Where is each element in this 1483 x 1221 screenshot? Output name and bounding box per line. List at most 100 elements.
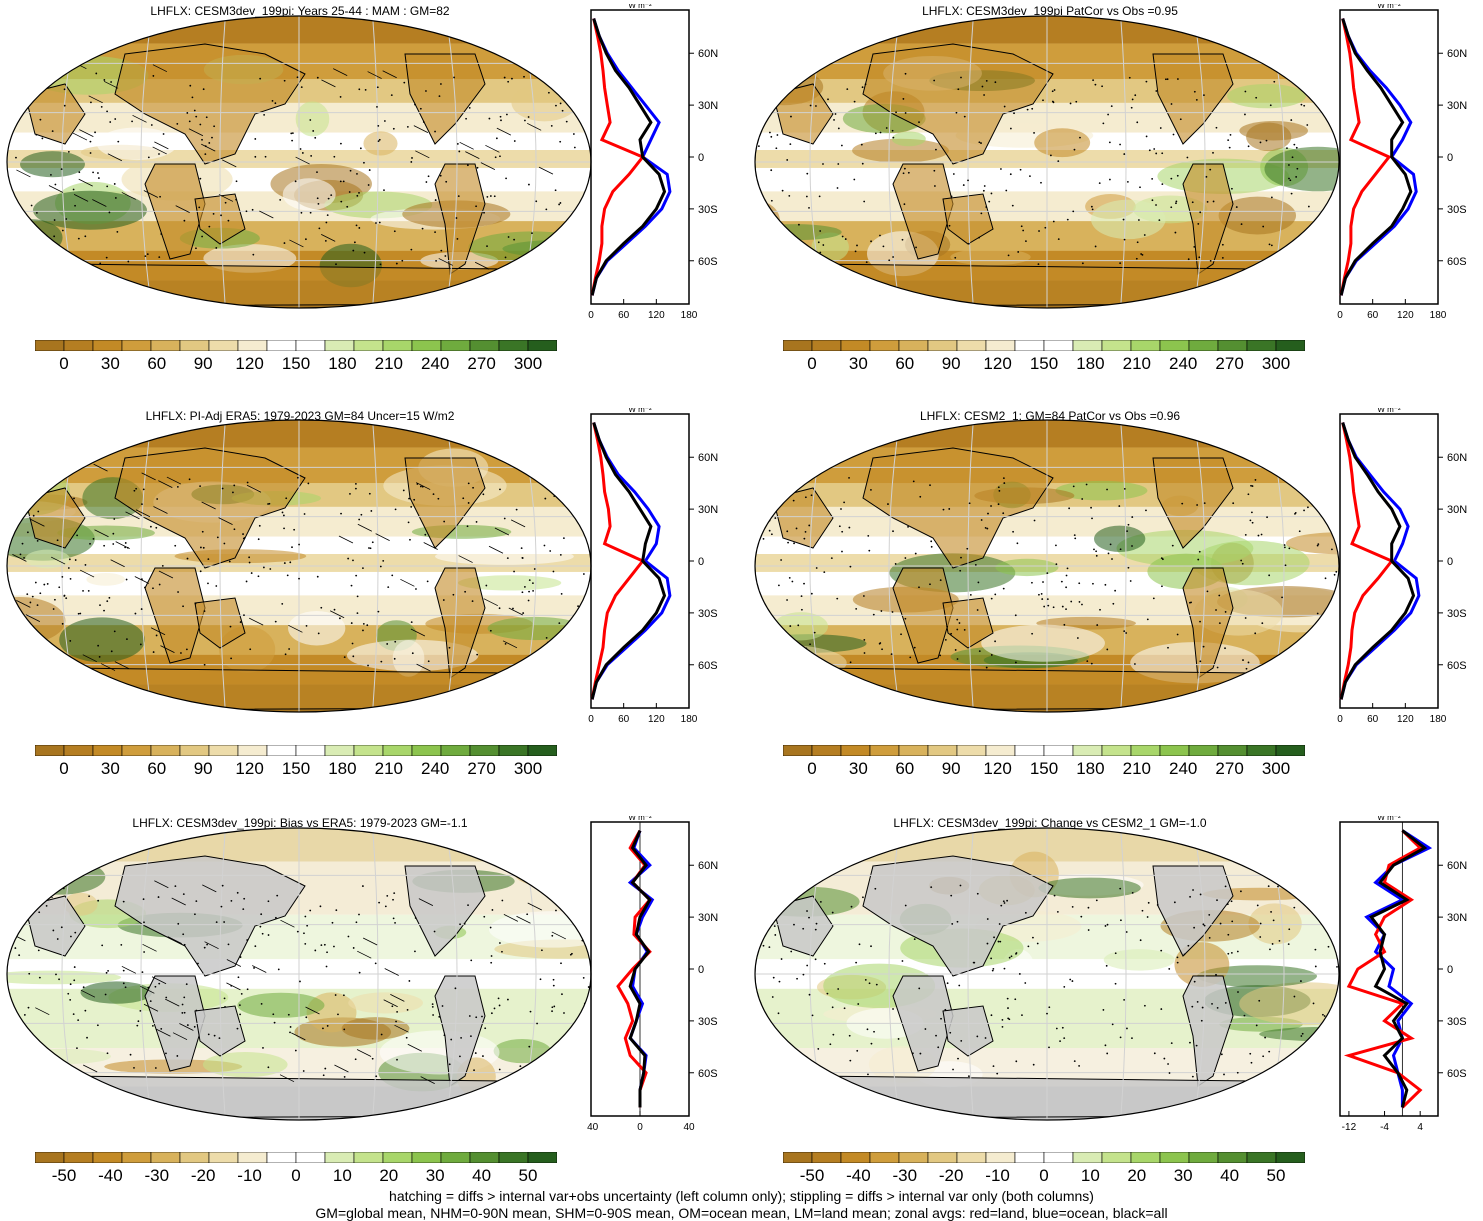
color-bar-tick: 300 <box>513 759 543 778</box>
zonal-x-label: 60 <box>618 714 630 725</box>
color-bar-tick: 300 <box>1261 759 1291 778</box>
color-bar-labels: 0 30 60 90 120 150 180 210 240 270 300 <box>783 759 1305 781</box>
color-bar-tick: 60 <box>147 354 167 373</box>
color-bar-tick: 150 <box>281 759 311 778</box>
color-bar-tick: 180 <box>328 759 357 778</box>
robinson-map <box>6 15 592 309</box>
color-bar-tick: 30 <box>848 759 868 778</box>
robinson-map <box>6 419 592 713</box>
zonal-x-label: -4 <box>1380 1122 1389 1133</box>
zonal-x-label: 0 <box>1337 714 1343 725</box>
zonal-unit: W m⁻² <box>1377 408 1401 414</box>
zonal-x-label: -40 <box>587 1122 599 1133</box>
color-bar-tick: 60 <box>895 354 915 373</box>
color-bar-tick: 180 <box>328 354 357 373</box>
zonal-x-label: 180 <box>1430 714 1447 725</box>
color-bar-tick: 240 <box>421 759 450 778</box>
zonal-mean-plot: W m⁻² 60N 30N 0 30S 60S 0 60 120 180 <box>1337 408 1467 725</box>
color-bar-tick: 180 <box>1076 759 1105 778</box>
zonal-series-line <box>590 422 667 700</box>
panel-title: LHFLX: CESM3dev_199pi: Bias vs ERA5: 197… <box>132 816 468 830</box>
lat-label: 60S <box>698 660 718 672</box>
color-bar-tick: 40 <box>472 1166 492 1185</box>
color-bar-tick: 300 <box>513 354 543 373</box>
zonal-series-line <box>590 18 667 296</box>
color-bar <box>35 745 557 756</box>
color-bar-tick: 90 <box>941 759 961 778</box>
color-bar-tick: -20 <box>190 1166 216 1185</box>
panel-title: LHFLX: CESM3dev_199pi: Change vs CESM2_1… <box>893 816 1207 830</box>
zonal-mean-plot: W m⁻² 60N 30N 0 30S 60S -12 -4 4 <box>1339 816 1467 1133</box>
color-bar-tick: 20 <box>1127 1166 1147 1185</box>
color-bar-tick: 150 <box>1029 354 1059 373</box>
zonal-series-line <box>1339 422 1416 700</box>
lat-label: 60N <box>698 48 718 60</box>
lat-label: 30N <box>698 100 718 112</box>
zonal-unit: W m⁻² <box>1377 816 1401 822</box>
zonal-series-line <box>590 422 672 700</box>
zonal-unit: W m⁻² <box>628 816 652 822</box>
color-bar-tick: 40 <box>1220 1166 1240 1185</box>
color-bar-tick: 0 <box>1039 1166 1049 1185</box>
color-bar-tick: 0 <box>59 354 69 373</box>
zonal-series-line <box>1339 18 1392 296</box>
lat-label: 30N <box>1447 100 1467 112</box>
zonal-x-label: 120 <box>1397 714 1414 725</box>
color-bar-tick: 0 <box>59 759 69 778</box>
zonal-series-line <box>590 422 646 700</box>
color-bar-tick: 210 <box>374 354 403 373</box>
color-bar-tick: 10 <box>1080 1166 1100 1185</box>
lat-label: 60S <box>1447 256 1467 268</box>
zonal-x-label: 0 <box>588 310 594 321</box>
color-bar <box>35 340 557 351</box>
color-bar-tick: -10 <box>237 1166 262 1185</box>
color-bar-tick: -10 <box>985 1166 1010 1185</box>
color-bar-tick: -30 <box>144 1166 170 1185</box>
lat-label: 30S <box>1447 608 1467 620</box>
lat-label: 60S <box>698 1068 718 1080</box>
lat-label: 30N <box>698 504 718 516</box>
color-bar-tick: -50 <box>51 1166 77 1185</box>
color-bar-tick: 90 <box>941 354 961 373</box>
color-bar-tick: 60 <box>895 759 915 778</box>
color-bar-labels: 0 30 60 90 120 150 180 210 240 270 300 <box>783 354 1305 376</box>
zonal-x-label: 40 <box>683 1122 695 1133</box>
lat-label: 60S <box>1447 1068 1467 1080</box>
lat-label: 60N <box>1447 48 1467 60</box>
zonal-x-label: 60 <box>1367 714 1379 725</box>
color-bar-tick: 0 <box>291 1166 301 1185</box>
lat-label: 30S <box>698 608 718 620</box>
color-bar-tick: 0 <box>807 759 817 778</box>
color-bar-tick: 90 <box>193 354 213 373</box>
lat-label: 60S <box>1447 660 1467 672</box>
lat-label: 30S <box>698 1016 718 1028</box>
zonal-unit: W m⁻² <box>628 4 652 10</box>
color-bar <box>783 1152 1305 1163</box>
lat-label: 0 <box>698 152 704 164</box>
color-bar <box>783 745 1305 756</box>
zonal-mean-plot: W m⁻² 60N 30N 0 30S 60S 0 60 120 180 <box>1337 4 1467 321</box>
zonal-unit: W m⁻² <box>1377 4 1401 10</box>
lat-label: 60S <box>698 256 718 268</box>
color-bar-tick: 10 <box>332 1166 352 1185</box>
lat-label: 60N <box>1447 860 1467 872</box>
color-bar-tick: -40 <box>98 1166 123 1185</box>
color-bar-tick: 120 <box>983 354 1012 373</box>
color-bar-tick: 240 <box>1169 354 1198 373</box>
zonal-series-line <box>1368 829 1428 1108</box>
robinson-map <box>754 419 1340 713</box>
color-bar-tick: 120 <box>235 759 264 778</box>
color-bar-tick: 240 <box>1169 759 1198 778</box>
lat-label: 0 <box>698 556 704 568</box>
footer-line-2: GM=global mean, NHM=0-90N mean, SHM=0-90… <box>315 1205 1168 1221</box>
color-bar <box>783 340 1305 351</box>
footer-line-1: hatching = diffs > internal var+obs unce… <box>389 1188 1094 1204</box>
color-bar-tick: 270 <box>1215 354 1244 373</box>
color-bar-tick: 30 <box>848 354 868 373</box>
color-bar-tick: 270 <box>467 354 496 373</box>
lat-label: 60N <box>1447 452 1467 464</box>
zonal-series-line <box>1339 422 1395 700</box>
zonal-x-label: 0 <box>588 714 594 725</box>
color-bar-tick: 0 <box>807 354 817 373</box>
zonal-x-label: 120 <box>648 310 665 321</box>
